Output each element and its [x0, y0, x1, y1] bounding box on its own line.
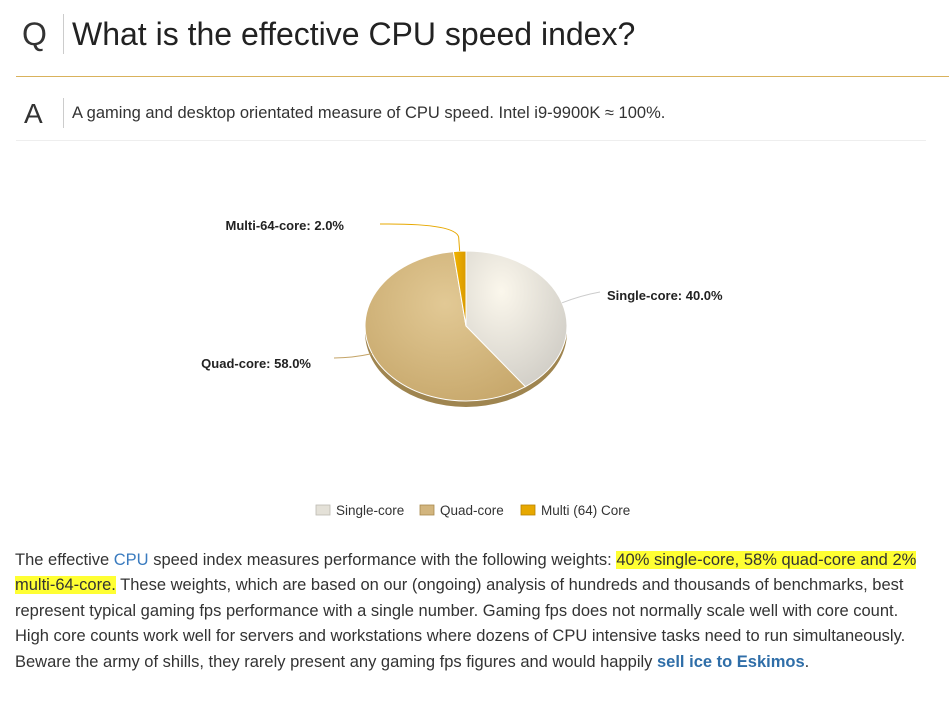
- question-divider: [16, 76, 949, 77]
- legend-label[interactable]: Quad-core: [440, 503, 504, 518]
- eskimos-link[interactable]: sell ice to Eskimos: [657, 652, 805, 671]
- description-paragraph: The effective CPU speed index measures p…: [15, 548, 935, 675]
- slice-label: Multi-64-core: 2.0%: [226, 218, 345, 233]
- question-separator: [63, 14, 64, 54]
- legend-label[interactable]: Single-core: [336, 503, 404, 518]
- question-row: Q What is the effective CPU speed index?: [0, 0, 949, 72]
- slice-label: Quad-core: 58.0%: [201, 356, 311, 371]
- answer-divider: [16, 140, 926, 141]
- description-text-2: speed index measures performance with th…: [148, 551, 617, 569]
- pie-chart: Single-core: 40.0% Quad-core: 58.0% Multi-…: [201, 218, 723, 518]
- answer-letter: A: [24, 98, 43, 129]
- answer-text: A gaming and desktop orientated measure …: [72, 104, 666, 122]
- leader-line: [379, 223, 461, 252]
- legend-label[interactable]: Multi (64) Core: [541, 503, 630, 518]
- pie-labels: Single-core: 40.0% Quad-core: 58.0% Multi-…: [201, 218, 723, 371]
- question-title: What is the effective CPU speed index?: [72, 16, 636, 52]
- legend-swatch[interactable]: [419, 504, 435, 516]
- chart-legend: Single-core Quad-core Multi (64) Core: [315, 503, 630, 518]
- answer-separator: [63, 98, 64, 128]
- question-letter: Q: [22, 16, 47, 52]
- description-text-1: The effective: [15, 551, 114, 569]
- leader-line: [333, 353, 373, 359]
- slice-label: Single-core: 40.0%: [607, 288, 723, 303]
- legend-swatch[interactable]: [315, 504, 331, 516]
- description-text-4: .: [804, 652, 810, 671]
- legend-swatch[interactable]: [520, 504, 536, 516]
- description-text-3: These weights, which are based on our (o…: [15, 576, 906, 671]
- pie-slice-single-core: [465, 250, 568, 388]
- pie-slice-quad-core: [364, 251, 527, 402]
- cpu-link[interactable]: CPU: [113, 551, 149, 569]
- pie-slices: [364, 250, 568, 402]
- leader-line: [561, 291, 601, 304]
